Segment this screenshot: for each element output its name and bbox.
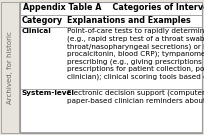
Bar (1, 2, 19, 133)
Text: Explanations and Examples: Explanations and Examples (67, 16, 191, 25)
Text: Category: Category (22, 16, 63, 25)
Text: Point-of-care tests to rapidly determine the likel
(e.g., rapid strep test of a : Point-of-care tests to rapidly determine… (67, 28, 204, 80)
Text: Appendix Table A    Categories of Interventions To Re: Appendix Table A Categories of Intervent… (23, 3, 204, 12)
Text: Electronic decision support (computer-aided evi
paper-based clinician reminders : Electronic decision support (computer-ai… (67, 90, 204, 104)
Text: Clinical: Clinical (22, 28, 52, 34)
Text: Archived, for historic: Archived, for historic (7, 32, 13, 104)
Bar (20, 2, 202, 133)
Text: System-level: System-level (22, 90, 75, 96)
